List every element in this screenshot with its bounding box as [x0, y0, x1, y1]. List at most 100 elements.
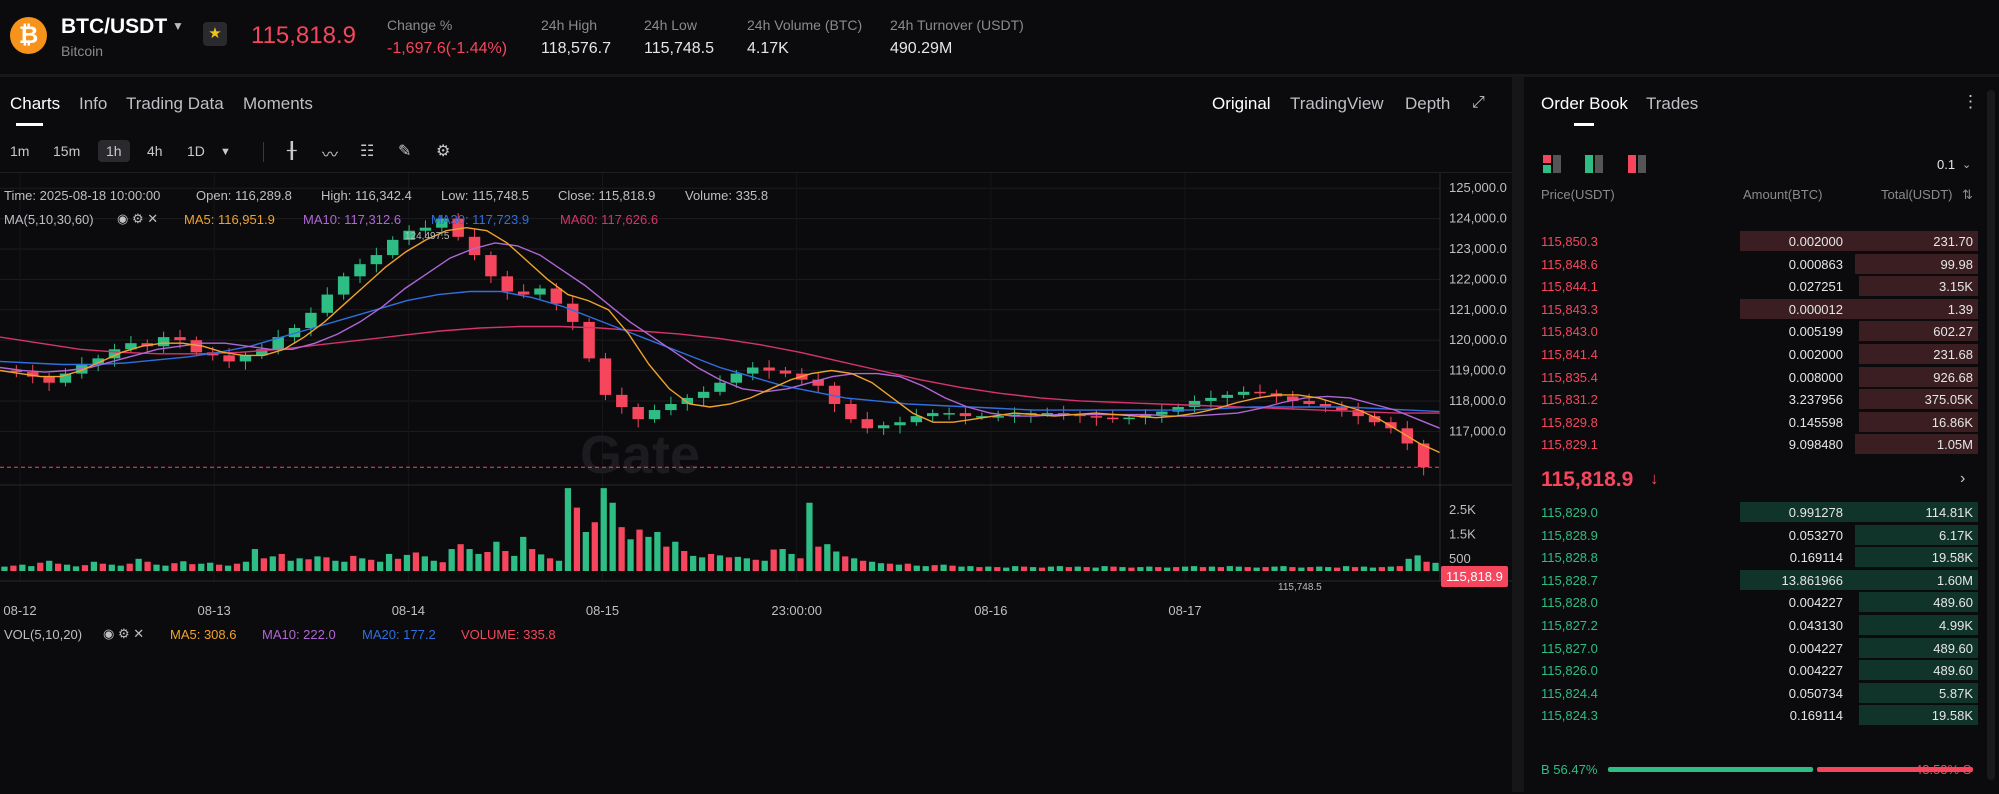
bid-row[interactable]: 115,824.3 0.169114 19.58K: [1541, 704, 1983, 726]
volume-bar: [394, 558, 402, 571]
ask-depth-bar: [1859, 344, 1978, 364]
ma10-value: MA10: 117,312.6: [303, 212, 402, 227]
view-original[interactable]: Original: [1212, 94, 1271, 113]
bid-row[interactable]: 115,827.2 0.043130 4.99K: [1541, 614, 1983, 636]
tab-order-book[interactable]: Order Book: [1541, 94, 1628, 113]
interval-1d[interactable]: 1D: [187, 143, 205, 159]
volume-bar: [806, 502, 813, 571]
ask-row[interactable]: 115,841.4 0.002000 231.68: [1541, 343, 1983, 365]
volume-bar: [171, 563, 178, 571]
volume-bar: [484, 551, 491, 571]
bid-row[interactable]: 115,828.7 13.861966 1.60M: [1541, 569, 1983, 591]
panel-splitter[interactable]: [1512, 77, 1524, 792]
candlestick-chart[interactable]: Gate 125,000.0 124,000.0 123,000.0 122,000.…: [0, 173, 1512, 738]
volume-bar: [278, 553, 285, 571]
indicators-icon[interactable]: 〰: [322, 147, 339, 164]
vol-eye-icon[interactable]: ◉ ⚙ ✕: [103, 626, 145, 641]
volume-bar: [1387, 566, 1394, 571]
bid-row[interactable]: 115,826.0 0.004227 489.60: [1541, 659, 1983, 681]
ask-row[interactable]: 115,829.1 9.098480 1.05M: [1541, 433, 1983, 455]
favorite-star-icon[interactable]: ★: [203, 22, 227, 46]
candle-body: [10, 370, 23, 373]
ask-row[interactable]: 115,850.3 0.002000 231.70: [1541, 230, 1983, 252]
candle-type-icon[interactable]: ╂: [287, 143, 297, 160]
y-tick-label: 120,000.0: [1449, 332, 1507, 347]
fullscreen-icon[interactable]: ⤢: [1472, 94, 1485, 111]
bid-row[interactable]: 115,828.9 0.053270 6.17K: [1541, 524, 1983, 546]
ohlc-close: Close: 115,818.9: [558, 188, 656, 203]
bid-total: 19.58K: [1931, 708, 1973, 724]
volume-bar: [1280, 566, 1287, 571]
symbol-selector[interactable]: BTC/USDT: [61, 15, 168, 38]
ask-depth-bar: [1854, 434, 1978, 455]
bid-amount: 0.043130: [1788, 618, 1843, 633]
tab-charts[interactable]: Charts: [10, 94, 61, 113]
volume-bar: [1101, 566, 1108, 571]
interval-more-chevron-icon[interactable]: ▼: [220, 146, 231, 158]
precision-select[interactable]: 0.1: [1937, 157, 1956, 172]
volume-tick-label: 1.5K: [1449, 526, 1476, 541]
tab-moments[interactable]: Moments: [243, 94, 313, 113]
tab-info[interactable]: Info: [79, 94, 108, 113]
volume-bar: [1029, 567, 1037, 571]
ask-row[interactable]: 115,831.2 3.237956 375.05K: [1541, 388, 1983, 410]
tab-trading-data[interactable]: Trading Data: [126, 94, 224, 113]
ask-row[interactable]: 115,829.8 0.145598 16.86K: [1541, 411, 1983, 433]
view-depth[interactable]: Depth: [1405, 94, 1451, 113]
settings-sliders-icon[interactable]: ☷: [360, 143, 375, 160]
candle-body: [1287, 396, 1299, 401]
bid-total: 114.81K: [1925, 505, 1973, 520]
eye-icon[interactable]: ◉ ⚙ ✕: [117, 211, 159, 226]
bid-row[interactable]: 115,828.8 0.169114 19.58K: [1541, 546, 1983, 568]
more-options-icon[interactable]: ⋮: [1962, 92, 1979, 111]
volume-bar: [1405, 558, 1412, 571]
ask-row[interactable]: 115,844.1 0.027251 3.15K: [1541, 275, 1983, 297]
volume-bar: [55, 563, 62, 571]
volume-bar: [1056, 566, 1064, 571]
volume-bar: [537, 554, 545, 571]
toggle-total-icon[interactable]: ⇅: [1962, 187, 1973, 202]
volume-bar: [824, 544, 831, 571]
layout-icon[interactable]: ⚙: [436, 143, 451, 160]
bid-row[interactable]: 115,824.4 0.050734 5.87K: [1541, 682, 1983, 704]
scrollbar[interactable]: [1987, 90, 1995, 780]
ask-row[interactable]: 115,835.4 0.008000 926.68: [1541, 366, 1983, 388]
drawing-tools-icon[interactable]: ✎: [398, 143, 412, 160]
interval-1h[interactable]: 1h: [98, 140, 130, 162]
view-asks-icon[interactable]: [1628, 155, 1648, 173]
candle-body: [894, 422, 906, 426]
chevron-down-icon[interactable]: ▼: [172, 19, 184, 33]
interval-15m[interactable]: 15m: [53, 143, 81, 159]
candle-body: [697, 391, 710, 398]
ask-price: 115,835.4: [1541, 369, 1598, 385]
ask-row[interactable]: 115,843.3 0.000012 1.39: [1541, 298, 1983, 320]
interval-4h[interactable]: 4h: [147, 143, 163, 159]
bid-row[interactable]: 115,829.0 0.991278 114.81K: [1541, 501, 1983, 523]
bid-row[interactable]: 115,828.0 0.004227 489.60: [1541, 591, 1983, 613]
volume-bar: [153, 564, 160, 571]
bid-row[interactable]: 115,827.0 0.004227 489.60: [1541, 637, 1983, 659]
vol-ma5-value: MA5: 308.6: [170, 627, 237, 642]
bid-depth-bar: [1739, 569, 1978, 590]
candle-body: [157, 337, 170, 347]
buy-ratio-bar: [1608, 767, 1814, 772]
chevron-right-icon[interactable]: ›: [1960, 470, 1966, 487]
ask-total: 1.05M: [1936, 437, 1973, 453]
precision-chevron-icon[interactable]: ⌄: [1962, 159, 1972, 171]
volume-bar: [967, 566, 974, 571]
ask-row[interactable]: 115,843.0 0.005199 602.27: [1541, 320, 1983, 342]
candle-body: [943, 413, 955, 415]
candle-body: [1385, 422, 1397, 429]
interval-1m[interactable]: 1m: [10, 143, 30, 159]
tab-trades[interactable]: Trades: [1646, 94, 1699, 113]
view-both-icon[interactable]: [1543, 155, 1563, 173]
candle-body: [1107, 417, 1119, 420]
candle-body: [1336, 407, 1348, 411]
ask-price: 115,843.3: [1541, 301, 1598, 317]
x-tick-label: 23:00:00: [771, 603, 822, 618]
ask-depth-bar: [1859, 389, 1978, 410]
ask-row[interactable]: 115,848.6 0.000863 99.98: [1541, 253, 1983, 275]
view-bids-icon[interactable]: [1585, 155, 1605, 173]
view-tradingview[interactable]: TradingView: [1290, 94, 1384, 113]
candle-body: [550, 288, 563, 304]
